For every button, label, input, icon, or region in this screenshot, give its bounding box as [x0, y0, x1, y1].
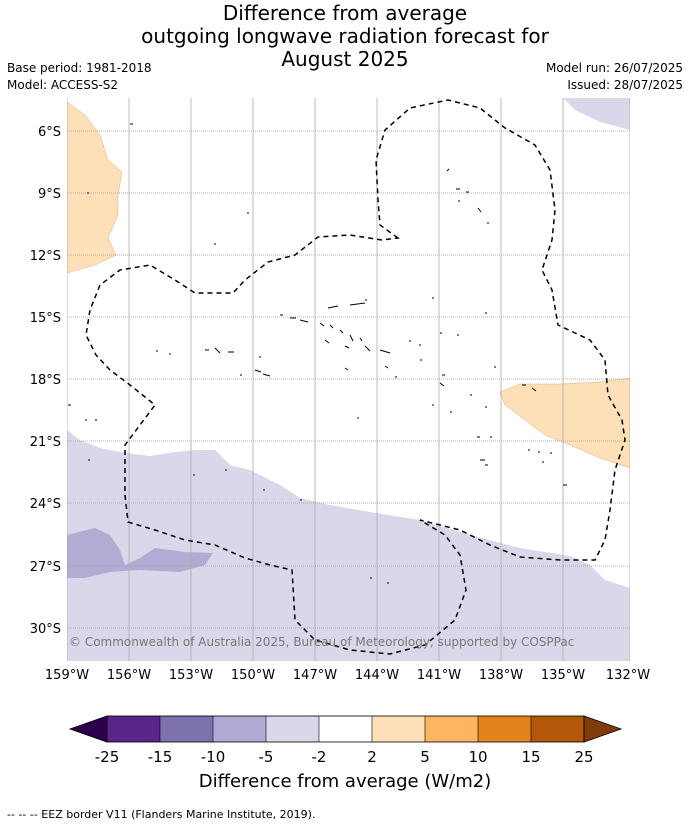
colorbar: -25 -15 -10 -5 -2 2 5 10 15 25 — [68, 715, 623, 766]
lon-label: 159°W — [45, 668, 89, 683]
lon-label: 147°W — [293, 668, 337, 683]
colorbar-over-arrow — [583, 715, 623, 743]
lon-label: 138°W — [479, 668, 523, 683]
anomaly-region-minus5-northeast — [563, 98, 630, 130]
lon-label: 141°W — [417, 668, 461, 683]
anomaly-region-plus2-east — [499, 377, 630, 469]
title-line-3: August 2025 — [281, 47, 409, 71]
lat-label: 18°S — [30, 373, 61, 388]
colorbar-swatch — [478, 716, 531, 742]
colorbar-swatch — [425, 716, 478, 742]
base-period: Base period: 1981-2018 — [7, 61, 152, 75]
lon-label: 153°W — [169, 668, 213, 683]
issued-date: Issued: 28/07/2025 — [567, 78, 683, 92]
colorbar-under-arrow — [68, 715, 108, 743]
model-run: Model run: 26/07/2025 — [545, 61, 683, 75]
map-title: Difference from average outgoing longwav… — [0, 2, 690, 71]
eez-border — [85, 99, 626, 655]
lon-label: 156°W — [107, 668, 151, 683]
copyright-text: © Commonwealth of Australia 2025, Bureau… — [69, 635, 574, 649]
colorbar-tick: -10 — [201, 748, 226, 766]
lat-label: 9°S — [38, 187, 61, 202]
lat-label: 15°S — [30, 311, 61, 326]
eez-footer: -- -- -- EEZ border V11 (Flanders Marine… — [7, 808, 316, 821]
meta-right: Model run: 26/07/2025 Issued: 28/07/2025 — [546, 60, 683, 94]
colorbar-tick: -25 — [95, 748, 120, 766]
title-line-1: Difference from average — [222, 1, 468, 25]
lon-label: 150°W — [231, 668, 275, 683]
lat-label: 27°S — [30, 560, 61, 575]
anomaly-region-plus2-northwest — [67, 101, 123, 274]
latitude-labels: 6°S 9°S 12°S 15°S 18°S 21°S 24°S 27°S 30… — [30, 125, 61, 637]
lat-label: 24°S — [30, 497, 61, 512]
colorbar-tick: 5 — [420, 748, 430, 766]
colorbar-tick: 15 — [521, 748, 540, 766]
lat-label: 21°S — [30, 435, 61, 450]
model-name: Model: ACCESS-S2 — [7, 78, 119, 92]
lat-label: 30°S — [30, 622, 61, 637]
colorbar-tick: 10 — [468, 748, 487, 766]
anomaly-region-minus10 — [67, 528, 213, 578]
colorbar-swatch — [319, 716, 372, 742]
colorbar-tick: -2 — [312, 748, 327, 766]
lon-label: 135°W — [541, 668, 585, 683]
colorbar-tick: 2 — [367, 748, 377, 766]
lon-label: 144°W — [355, 668, 399, 683]
colorbar-frame — [106, 715, 585, 743]
colorbar-swatch — [107, 716, 160, 742]
grid-lines-vertical — [67, 98, 630, 661]
colorbar-swatch — [372, 716, 425, 742]
anomaly-region-minus5 — [67, 430, 630, 661]
longitude-labels: 159°W 156°W 153°W 150°W 147°W 144°W 141°… — [45, 668, 650, 683]
lat-label: 6°S — [38, 125, 61, 140]
colorbar-tick: -15 — [148, 748, 173, 766]
map-area: © Commonwealth of Australia 2025, Bureau… — [67, 98, 630, 661]
islands — [68, 123, 567, 584]
colorbar-swatch — [531, 716, 584, 742]
meta-left: Base period: 1981-2018 Model: ACCESS-S2 — [7, 60, 152, 94]
colorbar-tick: 25 — [574, 748, 593, 766]
colorbar-swatch — [213, 716, 266, 742]
colorbar-swatch — [160, 716, 213, 742]
lat-label: 12°S — [30, 249, 61, 264]
colorbar-swatch — [266, 716, 319, 742]
colorbar-ticks: -25 -15 -10 -5 -2 2 5 10 15 25 — [95, 748, 594, 766]
title-line-2: outgoing longwave radiation forecast for — [141, 24, 549, 48]
colorbar-tick: -5 — [259, 748, 274, 766]
lon-label: 132°W — [606, 668, 650, 683]
colorbar-title: Difference from average (W/m2) — [198, 771, 492, 792]
